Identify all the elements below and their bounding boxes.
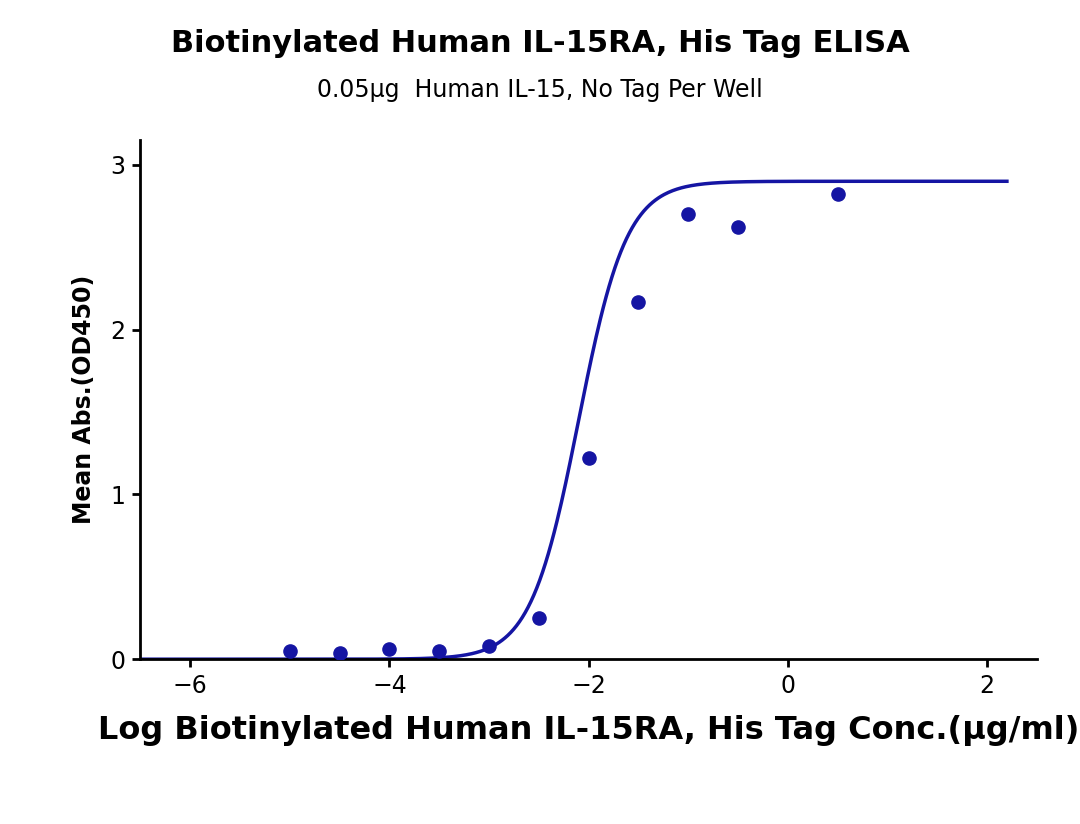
Point bbox=[481, 639, 498, 653]
Point bbox=[729, 221, 746, 234]
Point bbox=[330, 646, 348, 659]
Point bbox=[679, 208, 697, 221]
Y-axis label: Mean Abs.(OD450): Mean Abs.(OD450) bbox=[72, 275, 96, 524]
X-axis label: Log Biotinylated Human IL-15RA, His Tag Conc.(μg/ml): Log Biotinylated Human IL-15RA, His Tag … bbox=[98, 715, 1079, 747]
Point bbox=[431, 644, 448, 658]
Point bbox=[530, 611, 548, 625]
Point bbox=[580, 452, 597, 465]
Point bbox=[281, 644, 298, 658]
Text: 0.05μg  Human IL-15, No Tag Per Well: 0.05μg Human IL-15, No Tag Per Well bbox=[318, 78, 762, 102]
Point bbox=[630, 295, 647, 308]
Point bbox=[381, 643, 399, 656]
Point bbox=[829, 188, 847, 201]
Text: Biotinylated Human IL-15RA, His Tag ELISA: Biotinylated Human IL-15RA, His Tag ELIS… bbox=[171, 29, 909, 58]
